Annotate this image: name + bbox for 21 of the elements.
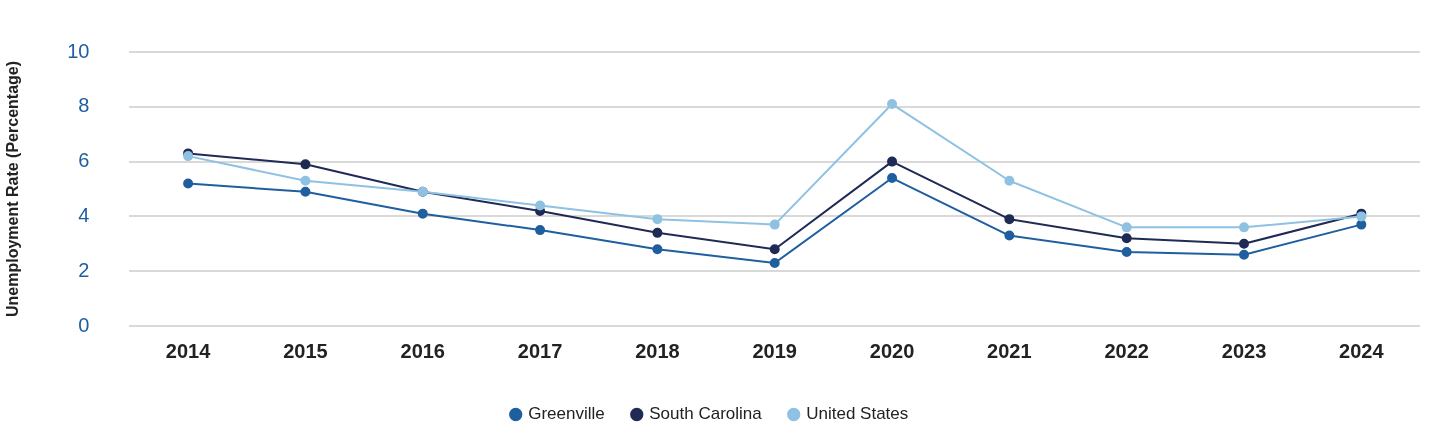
x-tick-label: 2018 xyxy=(635,339,680,362)
x-tick-label: 2023 xyxy=(1221,339,1267,362)
legend-label: United States xyxy=(806,404,909,424)
x-tick-label: 2022 xyxy=(1104,339,1149,362)
y-tick-label: 2 xyxy=(78,258,90,281)
x-tick-label: 2015 xyxy=(283,339,328,362)
legend-label: South Carolina xyxy=(649,404,763,424)
y-tick-label: 6 xyxy=(78,149,90,172)
x-tick-label: 2024 xyxy=(1339,339,1385,362)
y-tick-label: 0 xyxy=(78,313,90,336)
x-tick-label: 2016 xyxy=(400,339,445,362)
y-tick-label: 10 xyxy=(67,39,90,62)
x-tick-label: 2020 xyxy=(869,339,915,362)
y-tick-label: 8 xyxy=(78,94,90,117)
legend-label: Greenville xyxy=(528,404,605,424)
x-tick-label: 2017 xyxy=(517,339,563,362)
y-tick-label: 4 xyxy=(78,203,90,226)
y-axis-title: Unemployment Rate (Percentage) xyxy=(4,60,22,318)
x-tick-label: 2019 xyxy=(752,339,797,362)
x-tick-label: 2014 xyxy=(165,339,212,362)
x-tick-label: 2021 xyxy=(987,339,1032,362)
